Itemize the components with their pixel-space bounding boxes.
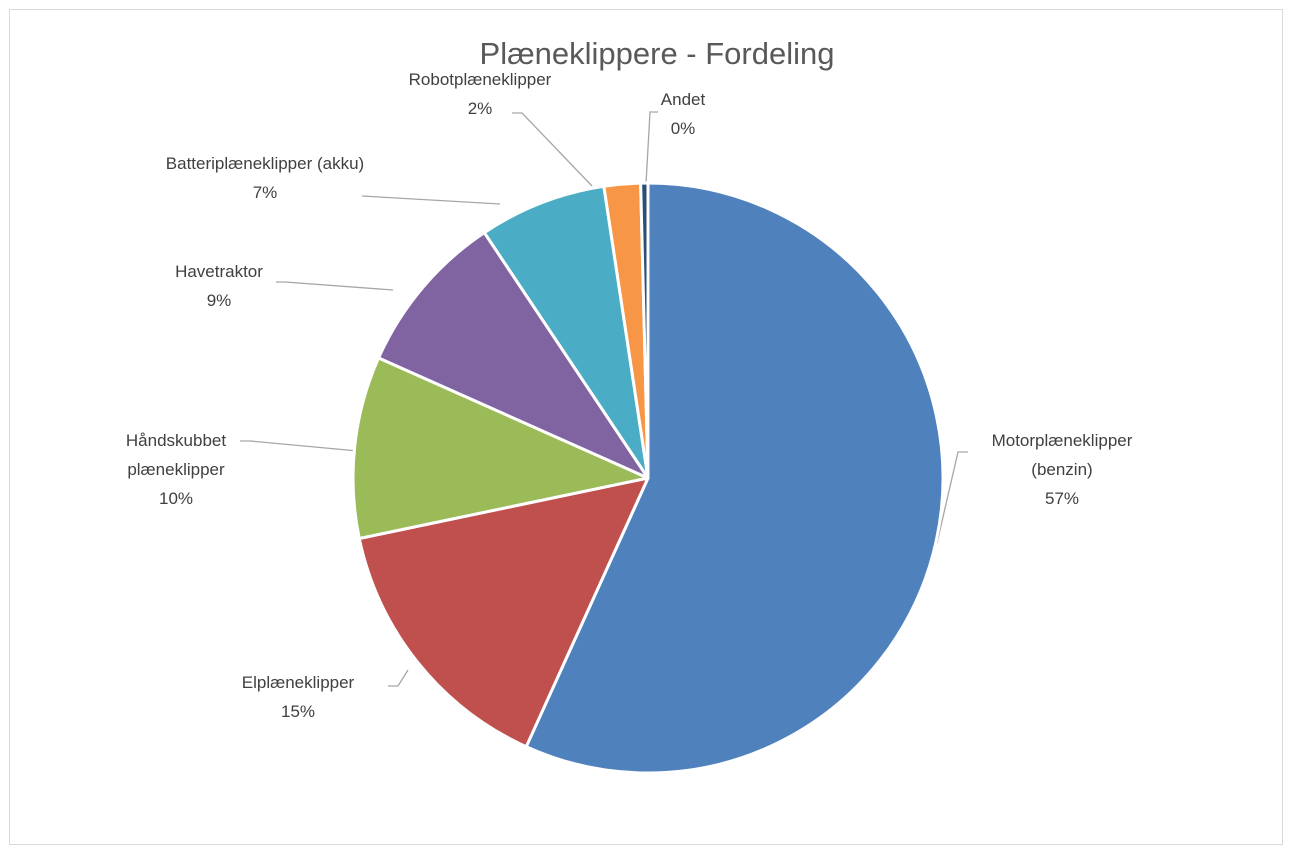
pie-slice — [639, 181, 650, 480]
data-label: Elplæneklipper 15% — [148, 668, 448, 726]
pie-slice — [357, 476, 650, 749]
value-label: 0% — [670, 119, 696, 138]
leader-line — [512, 112, 593, 187]
leader-line — [388, 669, 409, 687]
value-label: 57% — [1044, 489, 1080, 508]
leader-lines — [240, 111, 968, 687]
value-label: 15% — [280, 702, 316, 721]
leader-line — [276, 281, 394, 291]
data-label: Robotplæneklipper 2% — [330, 65, 630, 123]
value-label: 9% — [206, 291, 232, 310]
pie-slice — [524, 181, 945, 775]
value-label: 10% — [158, 489, 194, 508]
data-label: Håndskubbet plæneklipper 10% — [106, 426, 246, 513]
leader-line — [361, 195, 501, 205]
chart-title: Plæneklippere - Fordeling — [479, 36, 835, 71]
data-label: Havetraktor 9% — [69, 257, 369, 315]
category-label: Andet — [660, 90, 706, 109]
data-label: Andet 0% — [533, 85, 833, 143]
category-label: Elplæneklipper — [241, 673, 355, 692]
category-label: Motorplæneklipper (benzin) — [991, 431, 1133, 479]
category-label: Havetraktor — [175, 262, 263, 281]
data-label: Batteriplæneklipper (akku) 7% — [115, 149, 415, 207]
leader-line — [645, 111, 658, 185]
value-label: 7% — [252, 183, 278, 202]
pie-slice — [377, 231, 650, 480]
category-label: Batteriplæneklipper (akku) — [165, 154, 365, 173]
category-label: Håndskubbet plæneklipper — [125, 431, 227, 479]
chart-frame — [9, 9, 1283, 845]
value-label: 2% — [467, 99, 493, 118]
pie-slice — [482, 184, 650, 480]
leader-line — [240, 440, 359, 452]
category-label: Robotplæneklipper — [408, 70, 552, 89]
pie-slice — [351, 356, 650, 540]
data-label: Motorplæneklipper (benzin) 57% — [972, 426, 1152, 513]
leader-line — [936, 451, 968, 544]
